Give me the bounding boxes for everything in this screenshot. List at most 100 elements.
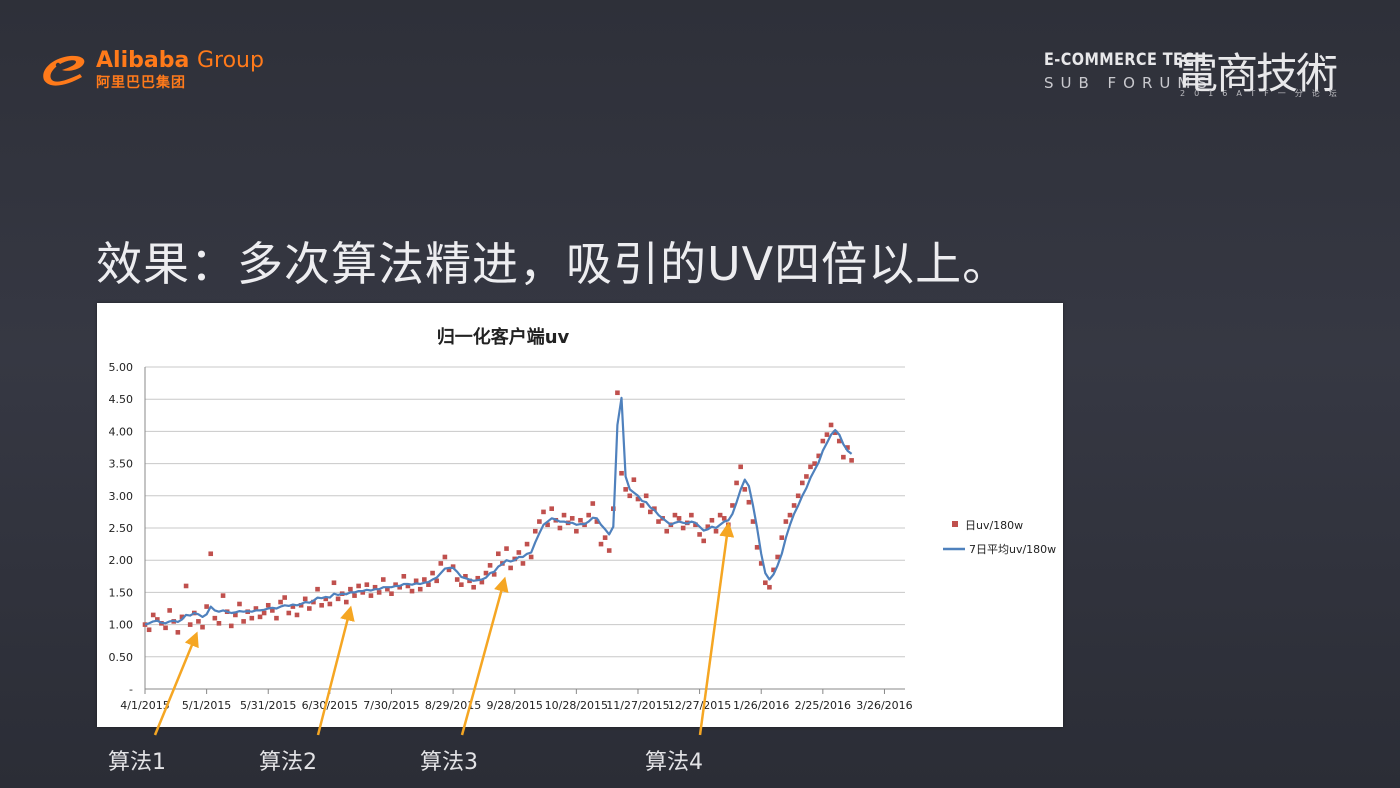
data-point [623, 487, 628, 492]
data-point [175, 630, 181, 635]
data-point [155, 617, 160, 622]
data-point [643, 493, 649, 499]
data-point [615, 390, 620, 396]
data-point [438, 561, 444, 566]
y-tick-label: 3.50 [109, 458, 134, 471]
data-point [689, 512, 694, 518]
chart-legend: 日uv/180w 7日平均uv/180w [943, 519, 1056, 556]
data-point [380, 577, 386, 582]
data-point [504, 546, 509, 551]
data-point [606, 548, 612, 553]
data-point [635, 496, 641, 502]
y-tick-label: 3.00 [109, 490, 134, 503]
data-point [771, 567, 776, 573]
x-tick-label: 8/29/2015 [425, 699, 481, 712]
chart-title: 归一化客户端uv [437, 326, 570, 348]
y-tick-label: 4.00 [109, 425, 134, 438]
series-daily-uv [142, 390, 854, 635]
x-axis-ticks: 4/1/2015 5/1/2015 5/31/2015 6/30/2015 7/30/2… [120, 689, 913, 712]
data-point [187, 622, 193, 627]
data-point [471, 584, 476, 590]
forum-sub-cn: 2016ATF一分论坛 [1180, 89, 1346, 98]
data-point [561, 512, 567, 518]
data-point [360, 590, 366, 595]
legend-label-avg: 7日平均uv/180w [969, 543, 1056, 556]
alibaba-group-logo: Alibaba Group 阿里巴巴集团 [38, 44, 278, 94]
data-point [845, 445, 850, 450]
data-point [528, 554, 534, 560]
data-point [208, 551, 214, 557]
data-point [730, 503, 735, 508]
x-tick-label: 10/28/2015 [545, 699, 608, 712]
data-point [302, 596, 308, 602]
x-tick-label: 9/28/2015 [487, 699, 543, 712]
data-point [253, 606, 259, 611]
ecommerce-tech-logo: E-COMMERCE TECH SUB FORUMS 電商技術 2016ATF一… [1040, 40, 1370, 102]
data-point [417, 586, 423, 592]
data-point [783, 519, 789, 524]
data-point [672, 512, 678, 518]
forum-title-cn: 電商技術 [1176, 49, 1338, 98]
data-point [163, 625, 168, 631]
data-point [598, 541, 604, 547]
data-point [368, 593, 374, 598]
data-point [532, 528, 538, 534]
data-point [664, 528, 670, 534]
y-tick-label: 4.50 [109, 393, 134, 406]
data-point [841, 454, 846, 460]
data-point [348, 586, 353, 592]
page-headline: 效果：多次算法精进，吸引的UV四倍以上。 [96, 237, 1010, 291]
data-point [401, 574, 407, 579]
chart-grid [144, 366, 905, 690]
data-point [475, 575, 481, 581]
data-point [779, 535, 785, 540]
data-point [196, 619, 201, 624]
data-point [257, 614, 263, 620]
x-tick-label: 11/27/2015 [606, 699, 669, 712]
data-point [385, 586, 390, 592]
chart-panel: 归一化客户端uv - 0.50 1.00 1.50 2.00 2.50 3.00 3.50 4.… [97, 303, 1063, 727]
data-point [179, 614, 185, 620]
data-point [290, 604, 296, 609]
data-point [261, 610, 267, 616]
y-tick-label: 2.50 [109, 522, 134, 535]
data-point [726, 522, 731, 528]
data-point [393, 582, 398, 587]
brand-cn: 阿里巴巴集团 [96, 75, 186, 91]
data-point [307, 606, 312, 611]
data-point [656, 519, 661, 524]
x-tick-label: 12/27/2015 [668, 699, 731, 712]
data-point [454, 577, 460, 582]
data-point [270, 608, 275, 613]
data-point [327, 601, 333, 607]
y-tick-label: 0.50 [109, 651, 134, 664]
data-point [578, 517, 583, 523]
data-point [824, 432, 830, 437]
data-point [828, 422, 834, 428]
data-point [586, 512, 591, 518]
data-point [167, 608, 172, 613]
data-point [767, 584, 772, 590]
data-point [335, 596, 341, 602]
data-point [680, 525, 686, 531]
forum-subtitle-en: SUB FORUMS [1044, 74, 1214, 92]
x-tick-label: 5/31/2015 [240, 699, 296, 712]
data-point [808, 464, 813, 470]
series-7day-avg [144, 396, 853, 626]
data-point [459, 582, 464, 587]
data-point [413, 578, 419, 584]
data-point [294, 612, 300, 618]
data-point [323, 596, 329, 602]
data-point [709, 517, 715, 523]
data-point [356, 583, 361, 589]
data-point [426, 582, 431, 587]
data-point [791, 503, 797, 508]
annotation-label-algo4: 算法4 [645, 750, 703, 775]
forum-title-en: E-COMMERCE TECH [1044, 50, 1207, 70]
data-point [237, 601, 242, 607]
data-point [442, 554, 448, 560]
data-point [487, 563, 493, 568]
data-point [775, 554, 780, 560]
data-point [594, 519, 600, 524]
data-point [430, 570, 435, 576]
